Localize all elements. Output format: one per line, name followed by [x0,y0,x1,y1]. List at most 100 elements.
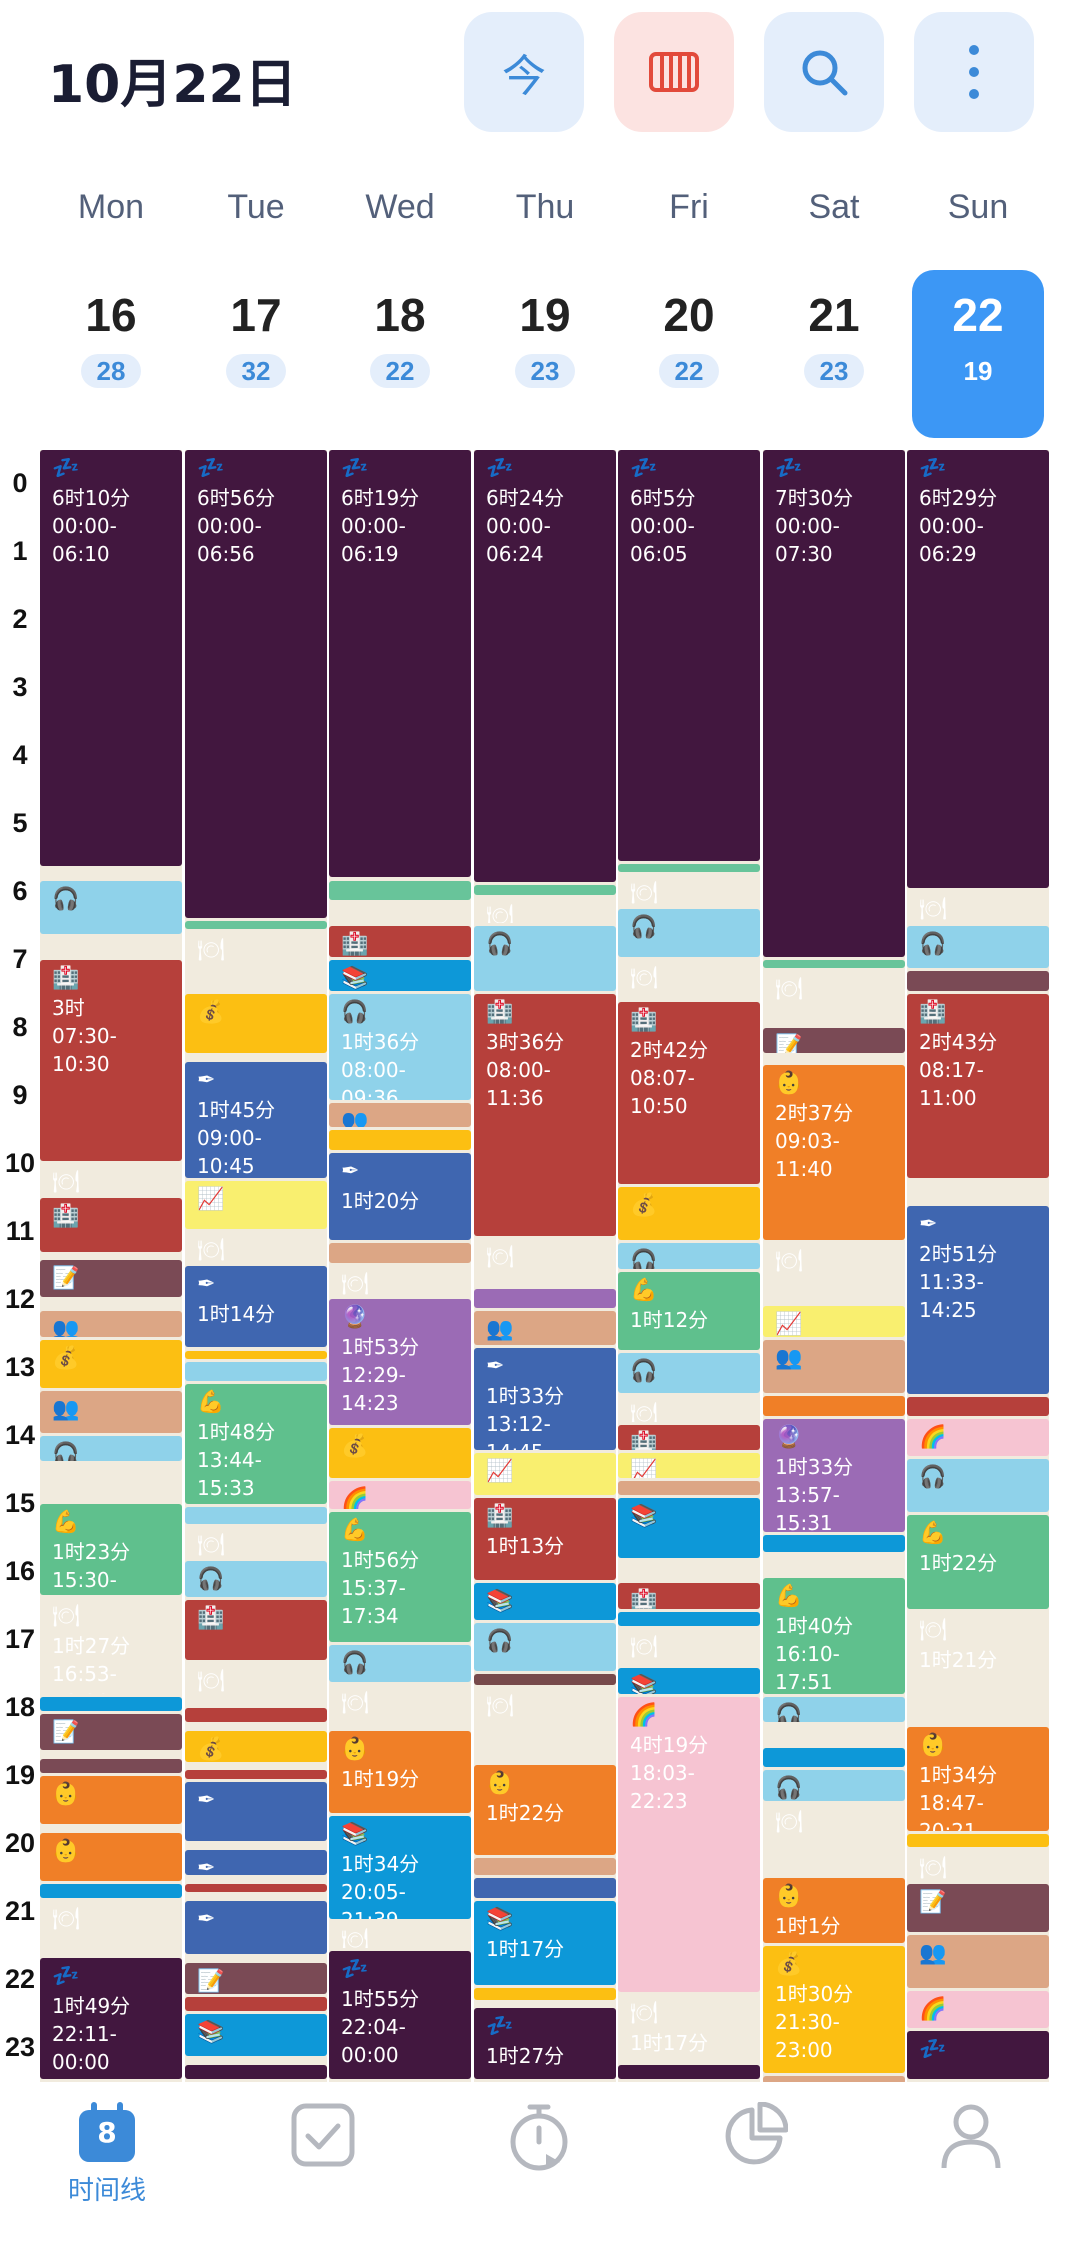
meal-event[interactable]: 🍽 [185,1232,327,1263]
note-event[interactable]: 📝 [40,1713,182,1751]
day-cell[interactable]: 22 19 [912,270,1044,438]
green-event[interactable] [185,921,327,930]
book-event[interactable]: 📚 [185,2014,327,2057]
sleep-event[interactable]: 💤 6时19分 00:00-06:19 [329,450,471,877]
hospital-event[interactable] [185,1997,327,2011]
hospital-event[interactable]: 🏥 [618,1583,760,1609]
note-event[interactable] [907,971,1049,991]
meal-event[interactable]: 🍽 [618,960,760,999]
hospital-event[interactable] [185,1883,327,1892]
green-event[interactable] [618,863,760,872]
money-event[interactable] [185,1351,327,1360]
meal-event[interactable]: 🍽 1时17分 [618,1994,760,2062]
sleep-event[interactable]: 💤 6时5分 00:00-06:05 [618,450,760,861]
people-event[interactable]: 👥 [329,1102,471,1127]
meal-event[interactable]: 🍽 [763,1243,905,1303]
brown-event[interactable] [474,1674,616,1685]
meal-event[interactable]: 🍽 [763,971,905,1025]
search-button[interactable] [764,12,884,132]
meal-event[interactable]: 🍽 [185,1526,327,1558]
meal-event[interactable]: 🍽 [618,1396,760,1422]
fitness-event[interactable]: 💪 1时56分 15:37-17:34 [329,1511,471,1642]
music-event[interactable] [185,1507,327,1524]
rainbow-event[interactable]: 🌈 4时19分 18:03-22:23 [618,1696,760,1992]
music-event[interactable]: 🎧 [40,880,182,935]
note-event[interactable]: 📝 [185,1963,327,1994]
meal-event[interactable]: 🍽 1时21分 [907,1611,1049,1722]
book-event[interactable] [763,1534,905,1552]
day-cell[interactable]: 21 23 [768,270,900,438]
fitness-event[interactable]: 💪 1时12分 [618,1271,760,1351]
music-event[interactable]: 🎧 [907,926,1049,969]
meal-event[interactable]: 🍽 1时27分 16:53-18:20 [40,1598,182,1694]
music-event[interactable] [185,1362,327,1381]
money-event[interactable]: 💰 [40,1339,182,1388]
note-event[interactable]: 📝 [907,1883,1049,1932]
book-event[interactable] [618,1611,760,1626]
people-event[interactable]: 👥 [763,1339,905,1394]
rainbow-event[interactable]: 🌈 [907,1419,1049,1456]
today-button[interactable]: 今 [464,12,584,132]
write-event[interactable]: ✒ 1时33分 13:12-14:45 [474,1347,616,1450]
hospital-event[interactable]: 🏥 2时42分 08:07-10:50 [618,1001,760,1184]
note-event[interactable]: 📝 [763,1028,905,1054]
meal-event[interactable]: 🍽 [474,1687,616,1762]
sleep-event[interactable]: 💤 [907,2031,1049,2079]
music-event[interactable]: 🎧 [40,1436,182,1462]
book-event[interactable]: 📚 1时34分 20:05-21:39 [329,1815,471,1920]
hospital-event[interactable]: 🏥 3时36分 08:00-11:36 [474,994,616,1236]
meal-event[interactable]: 🍽 [329,1685,471,1728]
write-event[interactable]: ✒ 1时14分 [185,1266,327,1347]
people-event[interactable]: 👥 [40,1390,182,1433]
people-event[interactable]: 👥 [40,1311,182,1337]
green-event[interactable] [763,960,905,969]
hospital-event[interactable] [185,1770,327,1779]
rainbow-event[interactable]: 🌈 [329,1481,471,1509]
day-cell[interactable]: 18 22 [334,270,466,438]
meal-event[interactable] [329,903,471,923]
book-event[interactable] [763,1747,905,1768]
baby-event[interactable]: 👶 1时19分 [329,1730,471,1813]
money-event[interactable] [907,1833,1049,1847]
book-event[interactable]: 📚 [329,960,471,991]
write-event[interactable]: ✒ 1时45分 09:00-10:45 [185,1062,327,1178]
music-event[interactable]: 🎧 [763,1696,905,1722]
money-event[interactable]: 💰 [185,1730,327,1762]
green-event[interactable] [329,880,471,901]
baby-event[interactable]: 👶 1时1分 [763,1878,905,1943]
money-event[interactable] [329,1130,471,1150]
fitness-event[interactable]: 💪 1时23分 15:30-16:53 [40,1504,182,1596]
money-event[interactable] [474,1987,616,2000]
meal-event[interactable]: 🍽 [474,1238,616,1286]
money-event[interactable]: 💰 [618,1186,760,1241]
hospital-event[interactable]: 🏥 2时43分 08:17-11:00 [907,994,1049,1178]
people-event[interactable]: 👥 [907,1934,1049,1989]
sleep-event[interactable]: 💤 6时56分 00:00-06:56 [185,450,327,919]
meal-event[interactable]: 🍽 [763,1804,905,1875]
sleep-event[interactable]: 💤 7时30分 00:00-07:30 [763,450,905,957]
day-cell[interactable]: 19 23 [479,270,611,438]
money-event[interactable]: 💰 1时30分 21:30-23:00 [763,1946,905,2074]
baby-event[interactable]: 👶 [40,1776,182,1824]
baby-event[interactable] [763,1396,905,1416]
book-event[interactable] [40,1883,182,1898]
meal-event[interactable] [40,869,182,878]
music-event[interactable]: 🎧 [618,1353,760,1394]
sleep-event[interactable]: 💤 6时24分 00:00-06:24 [474,450,616,883]
chart-event[interactable]: 📈 [185,1181,327,1229]
chart-event[interactable]: 📈 [474,1453,616,1496]
sleep-event[interactable]: 💤 1时27分 [474,2008,616,2079]
tab-stats[interactable] [695,2102,815,2222]
green-event[interactable] [474,885,616,895]
baby-event[interactable]: 👶 2时37分 09:03-11:40 [763,1065,905,1241]
write-event[interactable]: ✒ [185,1781,327,1841]
crystal-event[interactable] [474,1288,616,1309]
baby-event[interactable]: 👶 [40,1832,182,1881]
meal-event[interactable] [763,1725,905,1745]
meal-event[interactable]: 🍽 [40,1164,182,1195]
sleep-event[interactable]: 💤 6时29分 00:00-06:29 [907,450,1049,888]
music-event[interactable]: 🎧 [618,1243,760,1269]
chart-event[interactable]: 📈 [763,1305,905,1337]
meal-event[interactable]: 🍽 [907,1849,1049,1881]
money-event[interactable]: 💰 [329,1428,471,1479]
